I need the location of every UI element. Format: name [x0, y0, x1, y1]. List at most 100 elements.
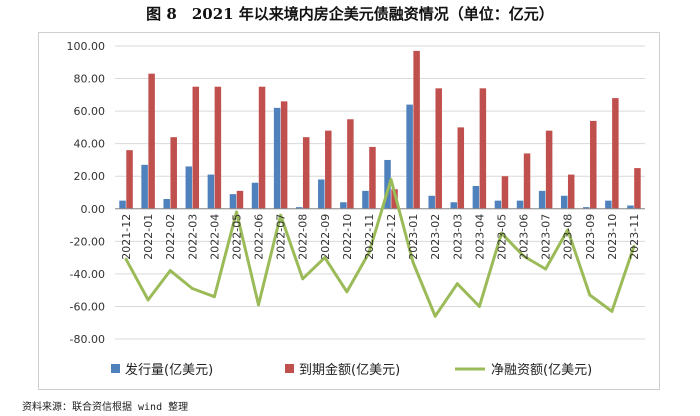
source-note: 资料来源：联合资信根据 wind 整理 [22, 402, 189, 413]
issuance-bar [472, 185, 480, 209]
net-financing-point [588, 293, 592, 297]
x-tick-label: 2023-04 [473, 214, 486, 260]
issuance-bar [516, 200, 524, 209]
net-financing-point [632, 244, 636, 248]
x-tick-label: 2022-05 [230, 214, 243, 260]
y-tick-label: 100.00 [67, 40, 106, 53]
net-financing-line [124, 178, 636, 318]
maturity-bar [347, 119, 354, 209]
x-tick-label: 2023-06 [518, 214, 531, 260]
issuance-bar [251, 182, 259, 209]
net-financing-point [168, 269, 172, 273]
x-tick-label: 2023-11 [628, 214, 641, 260]
maturity-bar [192, 86, 200, 209]
issuance-bar [229, 194, 237, 209]
legend-swatch [111, 364, 120, 373]
legend-label: 净融资额(亿美元) [491, 363, 592, 378]
y-tick-label: -80.00 [70, 333, 105, 346]
net-financing-point [212, 295, 216, 299]
maturity-bar [236, 190, 244, 209]
bar-series [119, 50, 641, 209]
maturity-bar [501, 176, 509, 209]
net-financing-point [124, 257, 128, 261]
x-tick-label: 2023-02 [429, 214, 442, 260]
y-tick-label: -20.00 [70, 235, 105, 248]
net-financing-point [411, 261, 415, 264]
maturity-bar [214, 86, 222, 209]
x-tick-label: 2022-06 [253, 214, 266, 260]
x-tick-label: 2023-05 [495, 214, 508, 260]
issuance-bar [141, 164, 148, 209]
issuance-bar [627, 205, 634, 209]
issuance-bar [362, 190, 369, 209]
maturity-bar [612, 98, 619, 209]
x-tick-label: 2021-12 [120, 214, 133, 260]
net-financing-point [544, 267, 548, 271]
net-financing-point [433, 314, 437, 318]
x-tick-label: 2023-03 [451, 214, 464, 260]
maturity-bar [435, 88, 442, 209]
issuance-bar [538, 190, 546, 209]
x-tick-label: 2023-09 [584, 214, 597, 260]
maturity-bar [391, 189, 398, 209]
x-tick-label: 2022-12 [385, 214, 398, 260]
line-series [124, 178, 636, 318]
issuance-bar [295, 207, 303, 209]
net-financing-point [323, 256, 327, 260]
x-tick-label: 2022-07 [275, 214, 288, 260]
maturity-bar [634, 168, 641, 209]
maturity-bar [369, 146, 376, 209]
y-axis-tick-labels: 100.00 80.00 60.00 40.00 20.00 0.00 -20.00 -40.… [67, 40, 106, 346]
maturity-bar [590, 120, 597, 209]
issuance-bar [450, 202, 458, 209]
net-financing-point [522, 254, 525, 258]
net-financing-point [389, 178, 393, 181]
net-financing-point [477, 305, 481, 308]
issuance-bar [494, 200, 502, 209]
maturity-bar [148, 73, 155, 209]
issuance-bar [318, 179, 325, 209]
maturity-bar [567, 174, 575, 209]
y-tick-label: -40.00 [70, 268, 105, 281]
issuance-bar [207, 174, 215, 209]
x-tick-label: 2023-10 [606, 214, 619, 260]
issuance-bar [406, 104, 413, 209]
issuance-bar [119, 200, 126, 209]
net-financing-point [235, 210, 238, 214]
legend: 发行量(亿美元) 到期金额(亿美元) 净融资额(亿美元) [111, 362, 592, 378]
x-tick-label: 2022-08 [297, 214, 310, 260]
maturity-bar [479, 88, 487, 209]
maturity-bar [457, 127, 465, 209]
x-tick-label: 2023-08 [562, 214, 575, 260]
x-tick-label: 2022-02 [164, 214, 177, 260]
y-tick-label: 60.00 [74, 105, 106, 118]
legend-swatch [285, 364, 294, 373]
maturity-bar [170, 137, 177, 209]
x-tick-label: 2022-10 [341, 214, 354, 260]
x-tick-label: 2023-07 [540, 214, 553, 260]
figure-title: 图 8 2021 年以来境内房企美元债融资情况（单位：亿元） [146, 5, 554, 23]
bar-line-chart: 100.00 80.00 60.00 40.00 20.00 0.00 -20.00 -40.… [67, 40, 645, 378]
maturity-bar [302, 137, 310, 209]
issuance-bar [605, 200, 612, 209]
net-financing-point [455, 282, 459, 286]
issuance-bar [583, 207, 590, 209]
net-financing-point [257, 303, 260, 307]
net-financing-point [301, 277, 305, 281]
y-tick-label: 20.00 [74, 170, 106, 183]
y-tick-label: 0.00 [81, 203, 106, 216]
maturity-bar [126, 150, 133, 209]
issuance-bar [185, 166, 193, 209]
legend-label: 发行量(亿美元) [125, 362, 213, 378]
maturity-bar [413, 50, 420, 209]
x-tick-label: 2023-01 [407, 214, 420, 260]
maturity-bar [325, 130, 332, 209]
x-tick-label: 2022-04 [208, 214, 221, 260]
issuance-bar [384, 159, 391, 209]
net-financing-point [190, 287, 194, 290]
net-financing-point [500, 231, 503, 235]
maturity-bar [280, 101, 288, 209]
x-tick-label: 2022-03 [186, 214, 199, 260]
x-axis-tick-labels: 2021-12 2022-01 2022-02 2022-03 2022-04 2022-… [120, 214, 641, 260]
issuance-bar [560, 195, 568, 209]
